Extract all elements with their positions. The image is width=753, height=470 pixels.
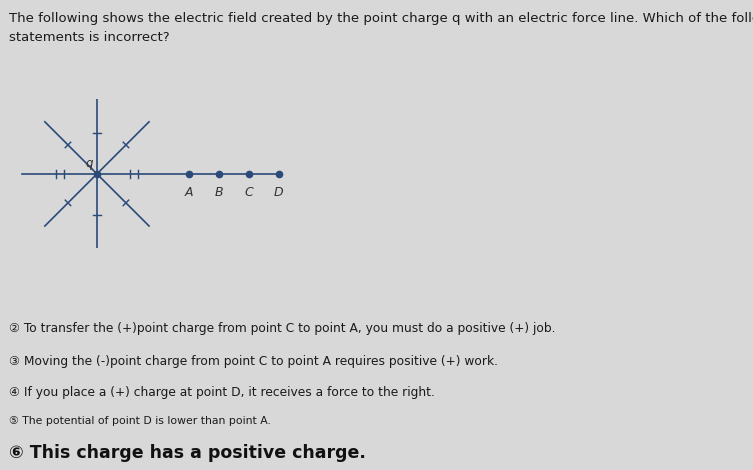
Text: A: A [185, 186, 194, 199]
Text: C: C [245, 186, 253, 199]
Text: q: q [85, 157, 93, 170]
Text: ② To transfer the (+)point charge from point C to point A, you must do a positiv: ② To transfer the (+)point charge from p… [9, 322, 556, 335]
Text: ⑥ This charge has a positive charge.: ⑥ This charge has a positive charge. [9, 444, 366, 462]
Text: ④ If you place a (+) charge at point D, it receives a force to the right.: ④ If you place a (+) charge at point D, … [9, 386, 435, 400]
Text: D: D [274, 186, 284, 199]
Text: ⑤ The potential of point D is lower than point A.: ⑤ The potential of point D is lower than… [9, 416, 271, 426]
Text: statements is incorrect?: statements is incorrect? [9, 31, 169, 44]
Text: B: B [215, 186, 224, 199]
Text: ③ Moving the (-)point charge from point C to point A requires positive (+) work.: ③ Moving the (-)point charge from point … [9, 355, 498, 368]
Text: The following shows the electric field created by the point charge q with an ele: The following shows the electric field c… [9, 12, 753, 25]
